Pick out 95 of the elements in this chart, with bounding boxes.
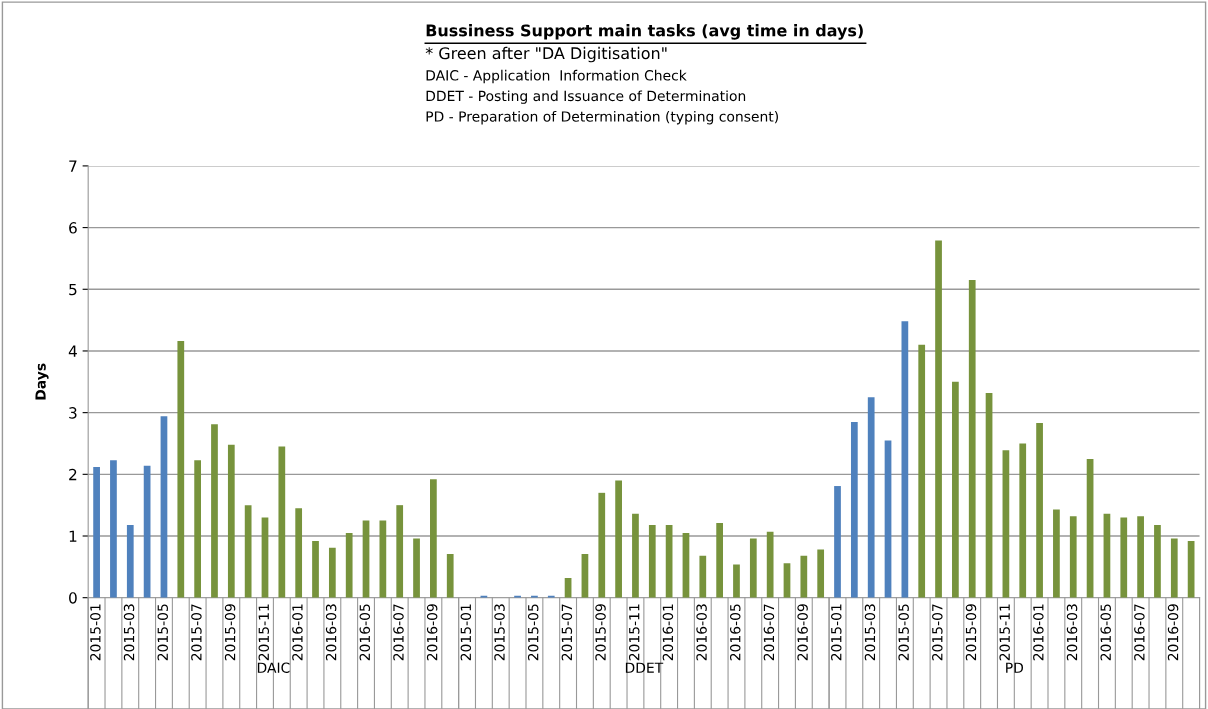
x-tick-label: 2015-03 xyxy=(123,604,135,661)
bar xyxy=(632,513,639,598)
bar xyxy=(1053,509,1060,598)
bar xyxy=(211,424,218,598)
bar xyxy=(598,492,606,598)
y-tick-label: 6 xyxy=(69,222,77,234)
bar xyxy=(328,547,336,598)
bar xyxy=(430,479,437,598)
bar xyxy=(1137,516,1144,598)
x-tick-label: 2015-11 xyxy=(999,604,1010,661)
bar xyxy=(901,321,909,598)
bar xyxy=(345,532,353,598)
text: DAIC - Application Information Check xyxy=(426,69,687,84)
text: DAIC xyxy=(257,662,290,673)
x-tick-label: 2016-09 xyxy=(1167,604,1179,661)
y-tick-label: 2 xyxy=(69,468,77,481)
x-tick-label: 2016-07 xyxy=(763,604,775,661)
bar xyxy=(699,555,707,598)
chart-title: Bussiness Support main tasks (avg time in days) xyxy=(426,24,863,40)
x-tick-label: 2015-09 xyxy=(965,604,977,661)
bar xyxy=(800,555,808,598)
y-tick-label: 5 xyxy=(69,283,77,296)
bar xyxy=(867,397,875,598)
bar xyxy=(110,460,117,598)
text: PD xyxy=(1006,662,1024,673)
x-tick-label: 2015-11 xyxy=(258,604,270,661)
x-tick-label: 2016-05 xyxy=(1100,604,1111,661)
bar xyxy=(177,341,185,598)
bar xyxy=(733,564,740,598)
bar xyxy=(1154,524,1161,598)
bar xyxy=(446,553,454,598)
x-tick-label: 2016-07 xyxy=(393,604,404,661)
bar xyxy=(1120,517,1128,598)
bar xyxy=(93,466,100,598)
x-tick-label: 2015-11 xyxy=(628,604,640,661)
text: DDET xyxy=(625,662,664,673)
bar xyxy=(1069,516,1077,598)
y-tick-label: 0 xyxy=(69,592,77,604)
bar xyxy=(817,549,825,598)
bar xyxy=(648,524,656,598)
bar xyxy=(766,531,774,598)
x-tick-label: 2015-07 xyxy=(191,604,202,661)
y-tick-label: 7 xyxy=(69,160,77,172)
x-tick-label: 2016-01 xyxy=(1033,604,1044,661)
bar xyxy=(413,538,420,598)
x-tick-label: 2015-03 xyxy=(864,604,876,661)
y-tick-label: 1 xyxy=(69,530,77,542)
bar xyxy=(918,344,926,598)
x-tick-label: 2016-03 xyxy=(325,604,337,661)
x-tick-label: 2016-03 xyxy=(1066,604,1078,661)
x-tick-label: 2016-01 xyxy=(292,604,303,661)
x-tick-label: 2015-01 xyxy=(460,604,472,661)
bar xyxy=(834,486,841,598)
bar xyxy=(749,538,757,598)
bar xyxy=(935,240,942,598)
x-tick-label: 2015-05 xyxy=(527,604,539,661)
x-tick-label: 2016-01 xyxy=(662,604,674,661)
x-tick-label: 2015-07 xyxy=(561,604,573,661)
x-tick-label: 2015-09 xyxy=(224,604,236,661)
text: DDET - Posting and Issuance of Determination xyxy=(426,90,746,104)
bar xyxy=(968,280,976,598)
text: PD - Preparation of Determination (typing consent) xyxy=(426,110,778,125)
x-tick-label: 2015-07 xyxy=(932,604,943,661)
x-tick-label: 2016-07 xyxy=(1134,604,1145,661)
bar xyxy=(1036,423,1043,598)
x-tick-label: 2016-09 xyxy=(797,604,808,661)
x-tick-label: 2016-03 xyxy=(696,604,707,661)
x-tick-label: 2015-01 xyxy=(90,604,101,661)
bar xyxy=(244,505,252,598)
x-tick-label: 2015-01 xyxy=(831,604,842,661)
x-tick-label: 2016-09 xyxy=(426,604,438,661)
bar xyxy=(1019,443,1027,598)
x-tick-label: 2015-05 xyxy=(898,604,909,661)
bar xyxy=(1170,538,1178,598)
bar xyxy=(952,381,959,598)
bar xyxy=(295,508,303,598)
x-tick-label: 2016-05 xyxy=(359,604,371,661)
bar xyxy=(379,520,387,598)
x-tick-label: 2015-03 xyxy=(494,604,505,661)
x-tick-label: 2016-05 xyxy=(730,604,741,661)
bar xyxy=(126,524,134,598)
bar xyxy=(615,480,622,598)
bar xyxy=(278,446,286,598)
bar xyxy=(312,540,319,598)
y-tick-label: 3 xyxy=(69,407,77,419)
bar xyxy=(850,421,858,598)
y-axis-title: Days xyxy=(35,363,49,400)
y-tick-label: 4 xyxy=(68,345,77,357)
x-tick-label: 2015-05 xyxy=(157,604,168,661)
chart-subtitle: * Green after "DA Digitisation" xyxy=(425,46,667,63)
bar xyxy=(716,523,724,598)
bar xyxy=(227,444,235,598)
bar xyxy=(194,460,201,598)
x-tick-label: 2015-09 xyxy=(595,604,606,661)
bar xyxy=(396,505,404,598)
